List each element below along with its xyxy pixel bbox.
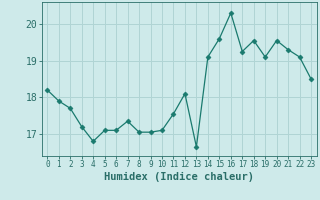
X-axis label: Humidex (Indice chaleur): Humidex (Indice chaleur) xyxy=(104,172,254,182)
